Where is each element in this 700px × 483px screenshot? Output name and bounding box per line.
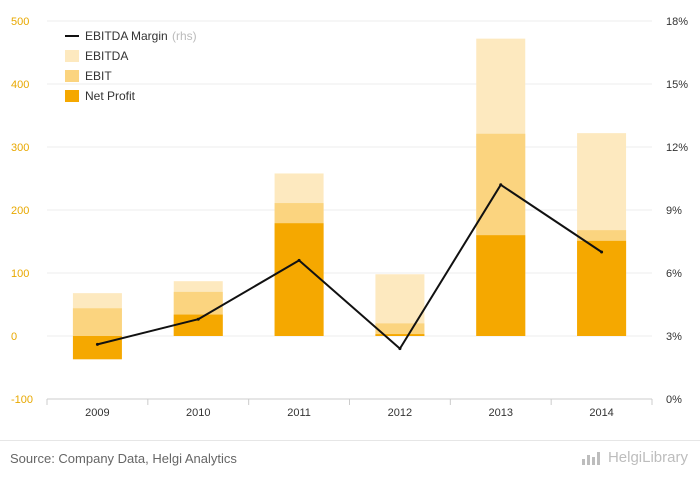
y-left-tick-label: 0: [11, 331, 17, 343]
y-right-tick-label: 3%: [666, 331, 682, 343]
y-left-tick-label: 100: [11, 268, 29, 280]
margin-point: [95, 342, 99, 346]
net-profit-bar: [375, 334, 425, 336]
gridlines: [47, 20, 652, 400]
y-left-tick-label: 200: [11, 205, 29, 217]
margin-point: [398, 347, 402, 351]
x-axis: 2009 2010 2011 2012 2013 2014: [46, 399, 653, 419]
legend-ebitda-label: EBITDA: [85, 49, 128, 63]
net-profit-bar: [577, 240, 627, 336]
y-right-tick-label: 12%: [666, 142, 688, 154]
bar-series: [72, 38, 627, 360]
footer-divider: [0, 440, 700, 441]
y-right-tick-label: 0%: [666, 394, 682, 406]
margin-point: [297, 258, 301, 262]
margin-point: [196, 317, 200, 321]
y-axis-right: 0% 3% 6% 9% 12% 15% 18%: [666, 16, 688, 406]
legend-net-profit-swatch: [65, 90, 79, 102]
margin-line: [97, 183, 603, 350]
margin-line-series: [95, 183, 604, 351]
bar-chart-logo-icon: [581, 451, 604, 465]
legend-ebitda-swatch: [65, 50, 79, 62]
x-tick-label: 2011: [287, 407, 311, 419]
y-axis-left: -100 0 100 200 300 400 500: [11, 16, 33, 406]
y-right-tick-label: 6%: [666, 268, 682, 280]
net-profit-bar: [173, 314, 223, 336]
x-tick-label: 2010: [186, 407, 210, 419]
x-tick-label: 2014: [589, 407, 613, 419]
y-left-tick-label: 500: [11, 16, 29, 28]
y-left-tick-label: -100: [11, 394, 33, 406]
ebit-bar: [375, 323, 425, 336]
x-tick-label: 2012: [388, 407, 412, 419]
margin-point: [499, 183, 503, 187]
legend-ebit-label: EBIT: [85, 69, 112, 83]
ebit-bar: [72, 308, 122, 336]
y-left-tick-label: 300: [11, 142, 29, 154]
net-profit-bar: [274, 223, 324, 336]
x-tick-label: 2013: [489, 407, 513, 419]
y-left-tick-label: 400: [11, 79, 29, 91]
legend-ebit-swatch: [65, 70, 79, 82]
y-right-tick-label: 15%: [666, 79, 688, 91]
legend-net-profit-label: Net Profit: [85, 89, 136, 103]
legend-margin-suffix: (rhs): [172, 29, 197, 43]
legend-margin-label: EBITDA Margin: [85, 29, 168, 43]
net-profit-bar: [476, 235, 526, 336]
x-tick-label: 2009: [85, 407, 109, 419]
y-right-tick-label: 9%: [666, 205, 682, 217]
margin-point: [600, 250, 604, 254]
combo-chart: 2009 2010 2011 2012 2013 2014 -100 0 100 200 300 4…: [11, 16, 688, 419]
source-note: Source: Company Data, Helgi Analytics: [10, 451, 237, 466]
brand-name: HelgiLibrary: [607, 449, 688, 466]
y-right-tick-label: 18%: [666, 16, 688, 28]
brand-logo[interactable]: HelgiLibrary: [581, 449, 688, 466]
legend: EBITDA Margin (rhs) EBITDA EBIT Net Prof…: [65, 29, 197, 103]
